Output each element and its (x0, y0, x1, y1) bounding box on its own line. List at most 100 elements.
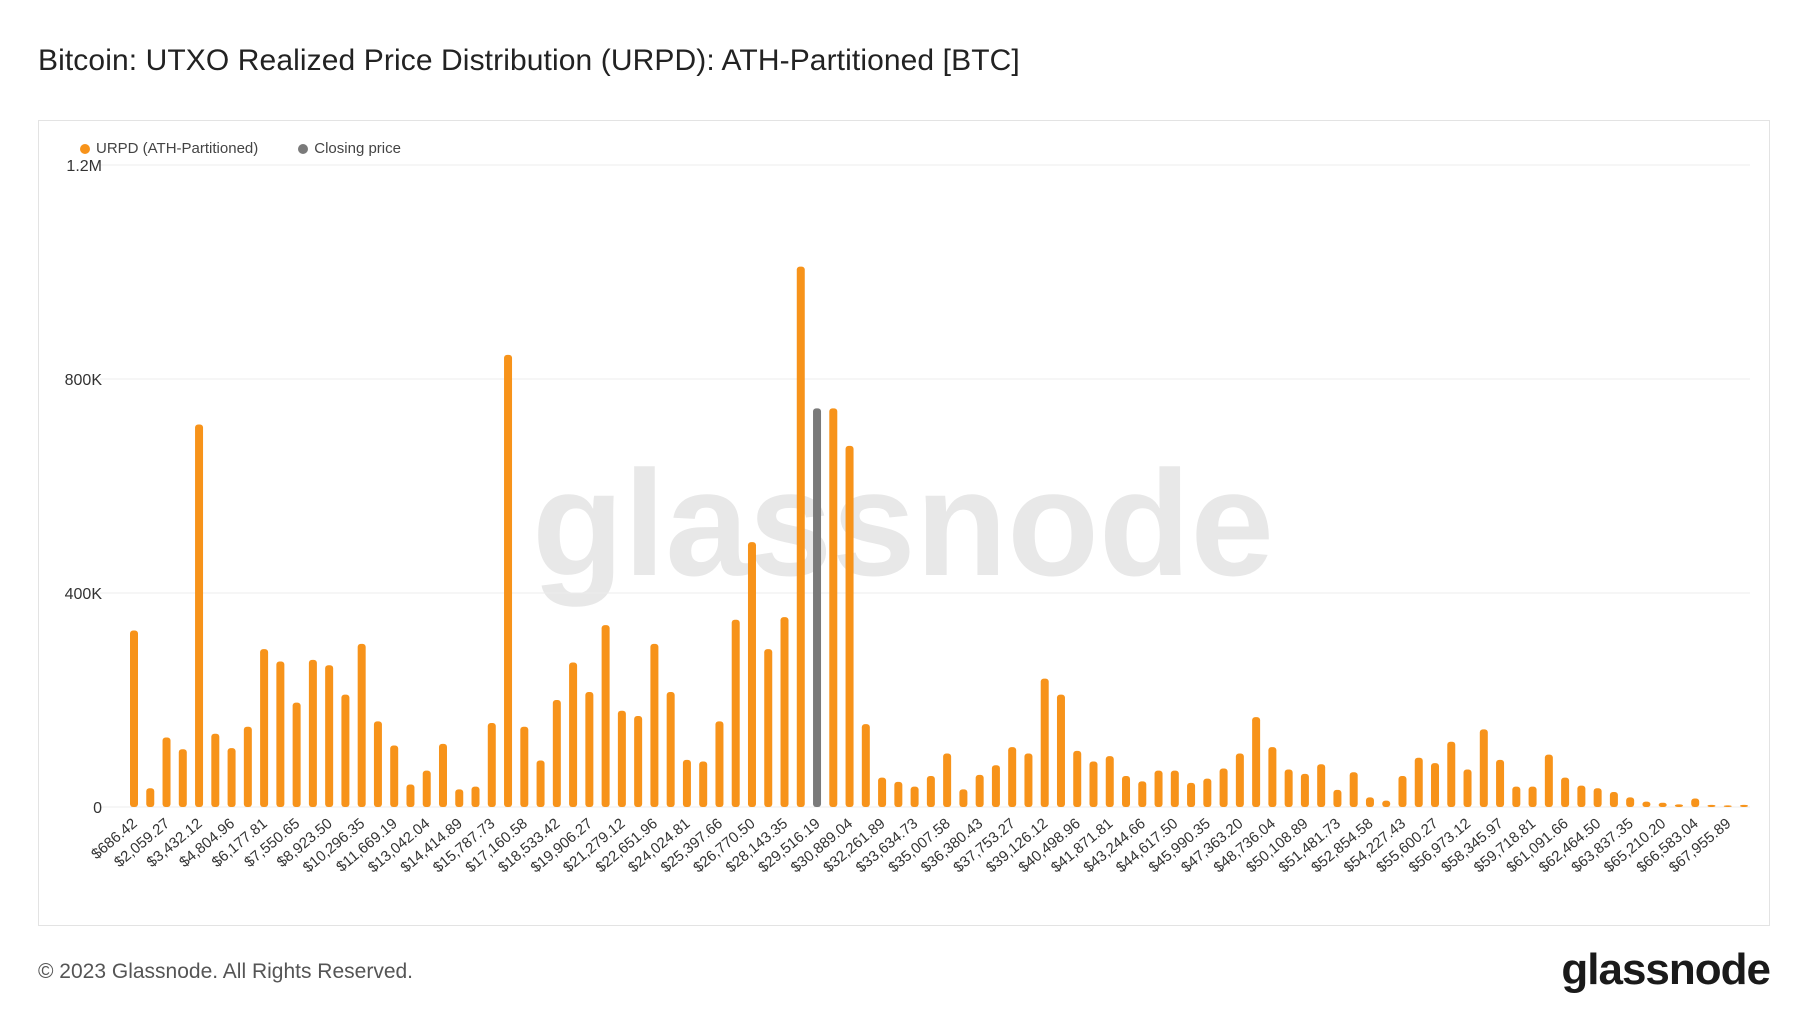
urpd-bar[interactable] (1707, 804, 1716, 807)
urpd-bar[interactable] (731, 619, 740, 807)
urpd-bar[interactable] (715, 721, 724, 807)
urpd-bar[interactable] (1447, 741, 1456, 807)
urpd-bar[interactable] (747, 542, 756, 807)
urpd-bar[interactable] (1658, 802, 1667, 807)
urpd-bar[interactable] (1105, 756, 1114, 807)
urpd-bar[interactable] (666, 691, 675, 807)
urpd-bar[interactable] (601, 625, 610, 807)
urpd-bar[interactable] (1203, 778, 1212, 807)
urpd-bar[interactable] (195, 424, 204, 807)
urpd-bar[interactable] (373, 721, 382, 807)
urpd-bar[interactable] (1398, 775, 1407, 807)
urpd-bar[interactable] (1122, 775, 1131, 807)
urpd-bar[interactable] (341, 694, 350, 807)
urpd-bar[interactable] (1723, 805, 1732, 807)
urpd-bar[interactable] (1268, 747, 1277, 807)
urpd-bar[interactable] (1431, 763, 1440, 807)
urpd-bar[interactable] (634, 716, 643, 807)
urpd-bar[interactable] (878, 777, 887, 807)
urpd-bar[interactable] (699, 761, 708, 807)
urpd-bar[interactable] (520, 726, 529, 807)
urpd-bar[interactable] (1626, 797, 1635, 807)
urpd-bar[interactable] (1740, 804, 1748, 807)
urpd-bar[interactable] (1674, 804, 1683, 807)
urpd-bar[interactable] (260, 649, 269, 807)
urpd-bar[interactable] (455, 789, 464, 807)
urpd-bar[interactable] (325, 665, 334, 807)
urpd-bar[interactable] (910, 786, 919, 807)
urpd-bar[interactable] (1138, 781, 1147, 807)
urpd-bar[interactable] (211, 733, 220, 807)
urpd-bar[interactable] (1170, 770, 1179, 807)
urpd-bar[interactable] (1577, 785, 1586, 807)
urpd-bar[interactable] (764, 649, 773, 807)
urpd-bar[interactable] (1528, 786, 1537, 807)
urpd-bar[interactable] (1333, 789, 1342, 807)
urpd-bar[interactable] (991, 765, 1000, 807)
urpd-bar[interactable] (975, 774, 984, 807)
urpd-bar[interactable] (1235, 753, 1244, 808)
urpd-bar[interactable] (471, 786, 480, 807)
urpd-bar[interactable] (308, 659, 317, 807)
urpd-bar[interactable] (1496, 759, 1505, 807)
urpd-bar[interactable] (1609, 792, 1618, 807)
urpd-bar[interactable] (1544, 754, 1553, 807)
closing-price-bar[interactable] (813, 408, 822, 807)
urpd-bar[interactable] (487, 723, 496, 807)
urpd-bar[interactable] (504, 354, 513, 807)
urpd-bar[interactable] (243, 726, 252, 807)
urpd-bar[interactable] (1040, 678, 1049, 807)
urpd-bar[interactable] (1056, 694, 1065, 807)
legend-item-urpd[interactable]: URPD (ATH-Partitioned) (80, 140, 258, 157)
urpd-bar[interactable] (585, 691, 594, 807)
urpd-bar[interactable] (1463, 769, 1472, 807)
urpd-bar[interactable] (1187, 782, 1196, 807)
urpd-bar[interactable] (796, 266, 805, 807)
urpd-bar[interactable] (406, 784, 415, 807)
urpd-bar[interactable] (1252, 717, 1261, 807)
urpd-bar[interactable] (1382, 800, 1391, 807)
urpd-bar[interactable] (569, 662, 578, 807)
urpd-bar[interactable] (1284, 769, 1293, 807)
urpd-bar[interactable] (357, 643, 366, 807)
urpd-bar[interactable] (178, 749, 187, 807)
urpd-bar[interactable] (926, 775, 935, 807)
urpd-bar[interactable] (1691, 798, 1700, 807)
urpd-bar[interactable] (1300, 773, 1309, 807)
urpd-bar[interactable] (1349, 772, 1358, 807)
legend-item-closing[interactable]: Closing price (298, 140, 401, 157)
urpd-bar[interactable] (1414, 757, 1423, 807)
urpd-bar[interactable] (1219, 768, 1228, 807)
urpd-bar[interactable] (1008, 747, 1017, 807)
urpd-bar[interactable] (1154, 770, 1163, 807)
urpd-bar[interactable] (943, 753, 952, 808)
urpd-bar[interactable] (650, 643, 659, 807)
urpd-bar[interactable] (130, 630, 138, 807)
urpd-bar[interactable] (1479, 729, 1488, 807)
urpd-bar[interactable] (1512, 786, 1521, 807)
urpd-bar[interactable] (227, 748, 236, 807)
urpd-bar[interactable] (422, 770, 431, 807)
urpd-bar[interactable] (1593, 788, 1602, 807)
urpd-bar[interactable] (894, 781, 903, 807)
urpd-bar[interactable] (845, 445, 854, 807)
urpd-bar[interactable] (1089, 761, 1098, 807)
urpd-bar[interactable] (292, 702, 301, 807)
urpd-bar[interactable] (438, 743, 447, 807)
urpd-bar[interactable] (552, 700, 561, 807)
urpd-bar[interactable] (1561, 777, 1570, 807)
urpd-bar[interactable] (1073, 750, 1082, 807)
urpd-bar[interactable] (146, 788, 155, 807)
urpd-bar[interactable] (829, 408, 838, 807)
urpd-bar[interactable] (780, 617, 789, 807)
urpd-bar[interactable] (390, 745, 399, 807)
urpd-bar[interactable] (617, 710, 626, 807)
urpd-bar[interactable] (682, 759, 691, 807)
urpd-bar[interactable] (1024, 753, 1033, 808)
urpd-bar[interactable] (959, 789, 968, 807)
urpd-bar[interactable] (1317, 764, 1326, 807)
urpd-bar[interactable] (162, 737, 171, 807)
urpd-bar[interactable] (861, 724, 870, 807)
urpd-bar[interactable] (536, 760, 545, 807)
urpd-bar[interactable] (276, 661, 285, 807)
